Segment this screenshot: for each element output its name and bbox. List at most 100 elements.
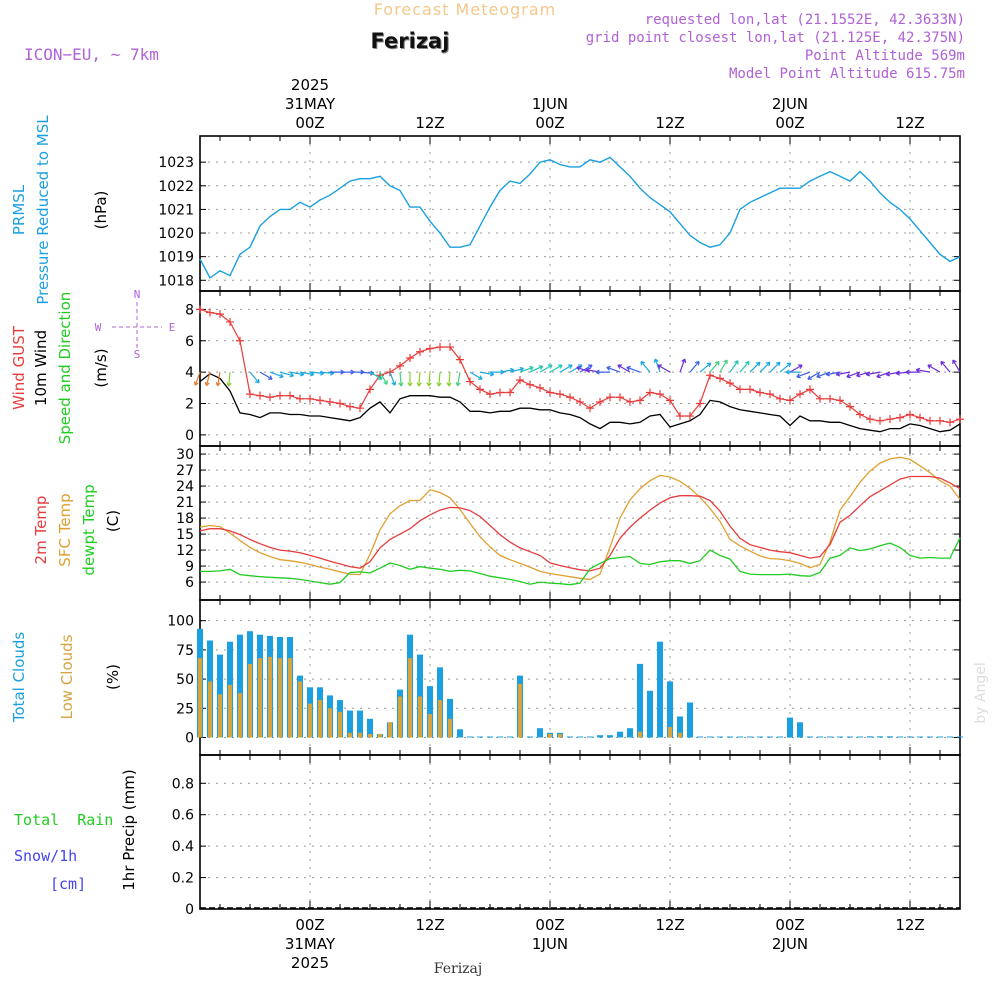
total-cloud-bar bbox=[737, 736, 743, 738]
panel-cloud-labels: Total Clouds Low Clouds (%) bbox=[10, 632, 122, 724]
panel-5: 0 0.2 0.4 0.6 0.8 bbox=[172, 754, 961, 918]
y-tick-label: 1018 bbox=[158, 273, 194, 289]
total-cloud-bar bbox=[237, 634, 243, 738]
wind-arrow bbox=[785, 369, 800, 375]
gust-marker bbox=[656, 390, 664, 399]
total-cloud-bar bbox=[507, 736, 513, 738]
y-tick-label: 0 bbox=[185, 428, 194, 444]
time-label: 2025 bbox=[291, 76, 329, 94]
total-cloud-bar bbox=[807, 736, 813, 738]
gust-marker bbox=[446, 343, 454, 352]
total-cloud-bar bbox=[707, 736, 713, 738]
gust-marker bbox=[476, 385, 484, 394]
snow-label: Snow/1h bbox=[14, 847, 77, 865]
time-label: 1JUN bbox=[532, 95, 568, 113]
wind-arrow bbox=[739, 360, 750, 373]
gust-marker bbox=[726, 379, 734, 388]
total-cloud-bar bbox=[797, 722, 803, 738]
y-tick-label: 21 bbox=[176, 495, 194, 511]
wind-arrow bbox=[626, 365, 641, 373]
wind-arrow bbox=[789, 364, 803, 373]
panel-frame bbox=[199, 599, 961, 756]
gust-marker bbox=[716, 374, 724, 383]
y-tick-label: 6 bbox=[185, 575, 194, 591]
total-cloud-bar bbox=[687, 702, 693, 738]
wind-arrow bbox=[657, 364, 671, 373]
wind-arrow bbox=[539, 364, 553, 373]
gust-marker bbox=[506, 388, 514, 397]
time-label: 1JUN bbox=[532, 935, 568, 953]
wind10m-label: 10m Wind bbox=[32, 330, 50, 406]
total-cloud-bar bbox=[887, 736, 893, 738]
low-cloud-bar bbox=[368, 734, 372, 738]
total-cloud-bar bbox=[777, 736, 783, 738]
gust-marker bbox=[426, 344, 434, 353]
pressure-line bbox=[199, 156, 961, 279]
gust-marker bbox=[276, 391, 284, 400]
ms-unit: (m/s) bbox=[92, 348, 110, 387]
wind-arrow bbox=[905, 369, 920, 375]
wind-arrow bbox=[529, 365, 544, 373]
wind-arrow bbox=[709, 360, 720, 373]
low-cloud-bar bbox=[248, 663, 252, 738]
total-cloud-bar bbox=[837, 736, 843, 738]
wind-arrow bbox=[595, 369, 610, 375]
wind-arrow bbox=[416, 372, 422, 387]
wind-arrow bbox=[193, 371, 201, 386]
low-cloud-bar bbox=[408, 658, 412, 738]
gust-marker bbox=[886, 415, 894, 424]
gust-marker bbox=[346, 402, 354, 411]
low-cloud-bar bbox=[428, 714, 432, 738]
panel-4: 0 25 50 75 100 bbox=[167, 599, 961, 756]
grid-point-coords: grid point closest lon,lat (21.125E, 42.… bbox=[586, 30, 965, 46]
time-label: 12Z bbox=[895, 114, 924, 132]
wind-arrow bbox=[617, 364, 631, 373]
compass-e-label: E bbox=[169, 321, 176, 334]
wind-arrow bbox=[446, 372, 452, 387]
panel-pressure-labels: PRMSL Pressure Reduced to MSL (hPa) bbox=[10, 115, 110, 305]
requested-coords: requested lon,lat (21.1552E, 42.3633N) bbox=[645, 12, 965, 28]
total-cloud-bar bbox=[647, 690, 653, 738]
low-cloud-bar bbox=[438, 700, 442, 738]
gust-marker bbox=[776, 394, 784, 403]
gust-marker bbox=[556, 390, 564, 399]
temp2m-line bbox=[199, 475, 961, 572]
gust-marker bbox=[816, 394, 824, 403]
gust-marker bbox=[746, 385, 754, 394]
total-cloud-bar bbox=[747, 736, 753, 738]
gust-marker bbox=[786, 396, 794, 405]
y-tick-label: 27 bbox=[176, 463, 194, 479]
low-cloud-bar bbox=[308, 703, 312, 738]
gust-marker bbox=[286, 391, 294, 400]
model-altitude: Model Point Altitude 615.75m bbox=[729, 66, 965, 82]
time-label: 00Z bbox=[775, 114, 804, 132]
wind-arrow bbox=[846, 371, 861, 379]
wind-arrow bbox=[915, 367, 931, 373]
gust-marker bbox=[546, 388, 554, 397]
gust-marker bbox=[676, 412, 684, 421]
gust-marker bbox=[306, 394, 314, 403]
total-cloud-bar bbox=[427, 686, 433, 738]
time-label: 12Z bbox=[415, 114, 444, 132]
panel-frame bbox=[199, 445, 961, 601]
y-tick-label: 9 bbox=[185, 559, 194, 575]
gust-marker bbox=[576, 397, 584, 406]
low-cloud-bar bbox=[258, 658, 262, 738]
panel-temp-labels: 2m Temp SFC Temp dewpt Temp (C) bbox=[32, 484, 122, 575]
compass-s-label: S bbox=[134, 348, 141, 361]
total-cloud-bar bbox=[357, 710, 363, 738]
wind-arrow bbox=[865, 371, 881, 377]
y-tick-label: 4 bbox=[185, 365, 194, 381]
wind-arrow bbox=[796, 371, 811, 379]
pct-unit: (%) bbox=[104, 664, 122, 690]
y-tick-label: 25 bbox=[176, 701, 194, 717]
y-tick-label: 2 bbox=[185, 397, 194, 413]
wind-arrow bbox=[779, 362, 792, 373]
gust-marker bbox=[456, 355, 464, 364]
panel-frame bbox=[199, 135, 961, 292]
panel-wind-labels: Wind GUST 10m Wind Speed and Direction (… bbox=[10, 287, 175, 444]
gust-marker bbox=[796, 390, 804, 399]
total-cloud-bar bbox=[827, 736, 833, 738]
time-label: 12Z bbox=[655, 114, 684, 132]
y-tick-label: 18 bbox=[176, 511, 194, 527]
